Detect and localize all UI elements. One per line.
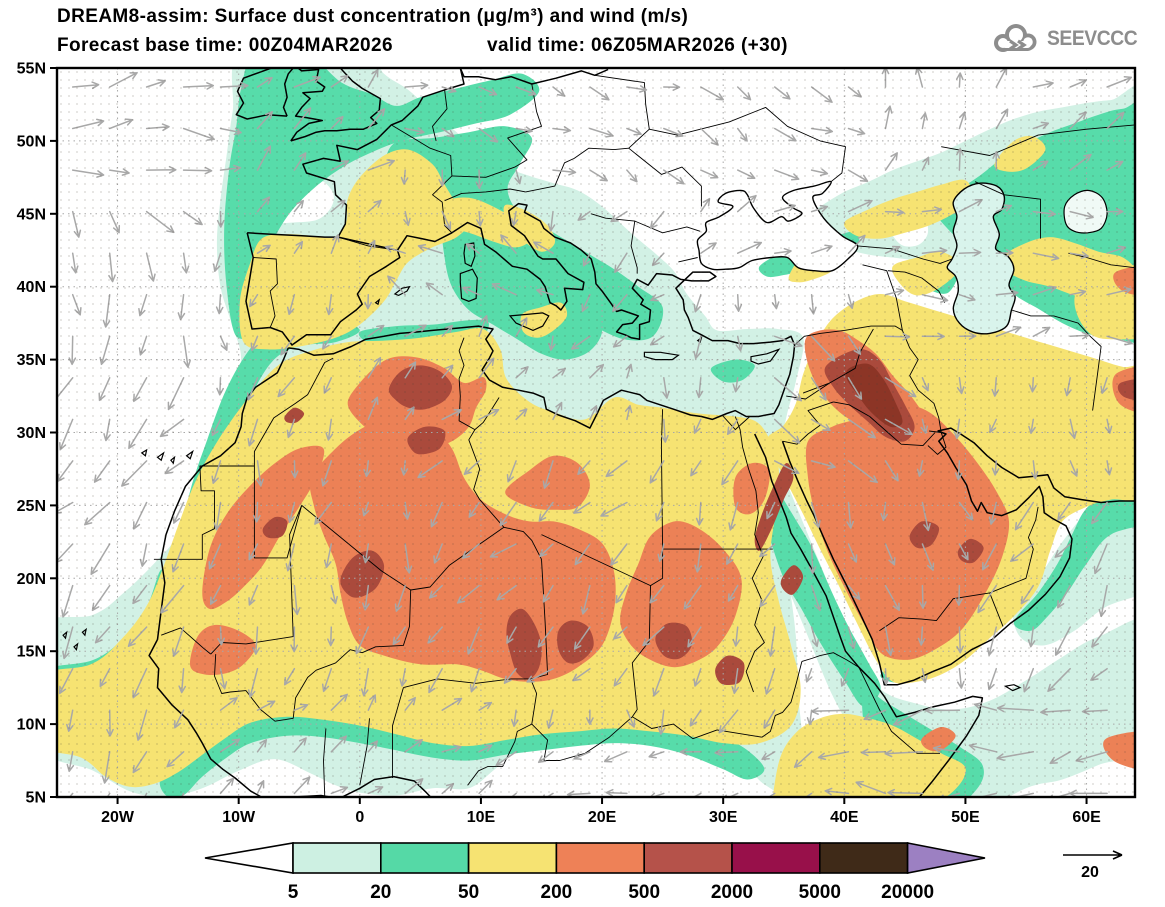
lat-tick-label: 45N	[17, 206, 46, 223]
lon-tick-label: 10E	[467, 809, 496, 826]
lon-tick-label: 60E	[1072, 809, 1101, 826]
lon-tick-label: 20W	[101, 809, 135, 826]
black-sea	[696, 180, 859, 273]
graticule	[57, 68, 1135, 797]
lon-tick-label: 40E	[830, 809, 859, 826]
colorbar-cell	[731, 842, 821, 874]
colorbar-cell	[555, 842, 646, 874]
colorbar-cell	[467, 842, 558, 874]
wind-reference-arrow	[1063, 850, 1123, 860]
lat-tick-label: 20N	[17, 571, 46, 588]
colorbar-cell	[292, 842, 382, 874]
lon-tick-label: 50E	[951, 809, 980, 826]
colorbar-right-arrow	[906, 842, 986, 874]
cloud-logo-icon	[993, 24, 1037, 52]
plot-area	[57, 68, 1135, 797]
colorbar-tick-label: 50	[458, 882, 479, 903]
lat-tick-label: 55N	[17, 61, 46, 78]
colorbar-tick-label: 20000	[881, 882, 934, 903]
colorbar-tick-label: 2000	[711, 882, 753, 903]
colorbar-tick-label: 500	[628, 882, 660, 903]
aral-sea	[1063, 189, 1108, 234]
colorbar-and-windref: 5 20 50 200 500 2000 5000 20000 20	[204, 842, 1123, 903]
chart-title: DREAM8-assim: Surface dust concentration…	[57, 6, 689, 27]
lat-tick-label: 35N	[17, 352, 46, 369]
colorbar-tick-label: 200	[541, 882, 573, 903]
colorbar-cell	[379, 842, 470, 874]
lat-tick-label: 30N	[17, 425, 46, 442]
colorbar-cell	[818, 842, 909, 874]
chart-subtitle-validtime: valid time: 06Z05MAR2026 (+30)	[487, 35, 788, 56]
wind-reference-label: 20	[1081, 864, 1099, 881]
axis-labels: 55N 50N 45N 40N 35N 30N 25N 20N 15N 10N 5N 20W 10W 0 1…	[17, 61, 1101, 827]
lon-tick-label: 10W	[222, 809, 256, 826]
lat-tick-label: 15N	[17, 644, 46, 661]
map-canvas: 55N 50N 45N 40N 35N 30N 25N 20N 15N 10N 5N 20W 10W 0 1…	[17, 61, 1137, 827]
colorbar-tick-label: 5000	[799, 882, 841, 903]
colorbar-left-arrow	[204, 842, 294, 874]
colorbar-tick-label: 5	[288, 882, 299, 903]
title-block: DREAM8-assim: Surface dust concentration…	[57, 6, 787, 56]
lat-tick-label: 5N	[26, 790, 46, 807]
lon-tick-label: 20E	[588, 809, 617, 826]
logo-text: SEEVCCC	[1046, 27, 1138, 50]
lon-tick-label: 30E	[709, 809, 738, 826]
coastlines	[148, 68, 1135, 797]
wind-arrows	[57, 68, 1133, 797]
lon-tick-label: 0	[355, 809, 364, 826]
seevccc-logo: SEEVCCC	[989, 22, 1145, 56]
lat-tick-label: 40N	[17, 279, 46, 296]
colorbar-cell	[643, 842, 733, 874]
dust-fill-core	[845, 363, 903, 428]
lat-tick-label: 25N	[17, 498, 46, 515]
chart-subtitle-basetime: Forecast base time: 00Z04MAR2026	[57, 35, 393, 56]
colorbar-tick-label: 20	[370, 882, 391, 903]
lat-tick-label: 10N	[17, 717, 46, 734]
lat-tick-label: 50N	[17, 133, 46, 150]
